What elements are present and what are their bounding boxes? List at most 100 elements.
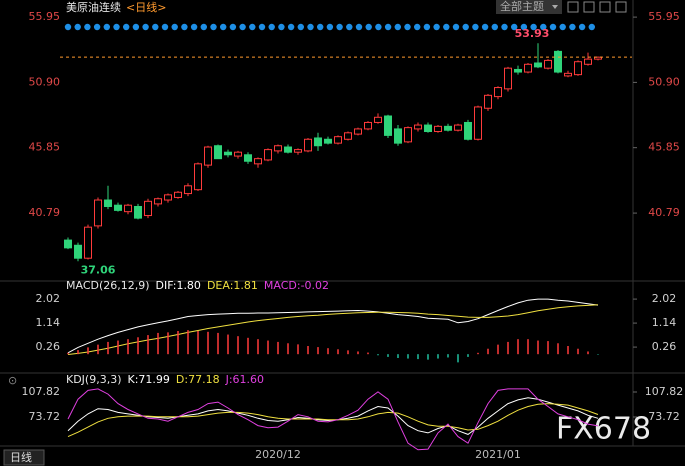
- candle-body: [334, 136, 342, 144]
- y-tick-label-right: 50.90: [648, 75, 680, 88]
- event-dot: [481, 23, 489, 31]
- macd-bar: [577, 348, 579, 355]
- macd-bar: [237, 336, 239, 355]
- macd-bar: [357, 351, 359, 355]
- y-tick-label-left: 50.90: [29, 75, 61, 88]
- macd-bar: [187, 330, 189, 355]
- candle-body: [134, 205, 142, 219]
- candle-body: [164, 194, 172, 201]
- event-dot: [113, 23, 120, 31]
- event-dot: [375, 23, 382, 31]
- macd-bar: [167, 332, 169, 355]
- macd-bar: [497, 344, 499, 355]
- tool-button[interactable]: [599, 1, 611, 13]
- event-dot: [249, 23, 256, 31]
- event-dot: [278, 23, 285, 31]
- candle-body: [414, 124, 422, 130]
- candle-body: [464, 121, 472, 140]
- candle-body: [144, 200, 152, 217]
- macd-bar: [317, 347, 319, 355]
- macd-bar: [417, 354, 419, 360]
- macd-bar: [257, 339, 259, 355]
- macd-bar: [387, 354, 389, 357]
- theme-button-label[interactable]: 全部主题: [500, 0, 544, 13]
- candle-body: [154, 198, 162, 205]
- candle-body: [494, 87, 502, 98]
- candle-body: [384, 115, 392, 136]
- macd-bar: [337, 349, 339, 355]
- candle-body: [174, 191, 182, 198]
- event-dot: [220, 23, 227, 31]
- tool-button[interactable]: [615, 1, 627, 13]
- event-dot: [258, 23, 266, 31]
- event-dot: [501, 23, 508, 31]
- y-tick-label-left: 1.14: [36, 316, 61, 329]
- macd-bar: [437, 354, 439, 359]
- event-dot: [336, 23, 343, 31]
- event-dot: [520, 23, 528, 31]
- macd-bar: [157, 332, 159, 355]
- event-dot: [132, 23, 140, 31]
- event-dot: [210, 23, 217, 31]
- event-dot: [190, 23, 198, 31]
- event-dot: [64, 23, 72, 31]
- candle-body: [454, 124, 462, 131]
- macd-bar: [107, 341, 109, 355]
- candle-body: [194, 163, 202, 191]
- indicator-title: KDJ(9,3,3): [66, 373, 122, 386]
- event-dot: [540, 23, 547, 31]
- candle-body: [284, 146, 292, 153]
- candle-body: [374, 116, 382, 123]
- macd-bar: [457, 354, 459, 363]
- macd-bar: [117, 340, 119, 355]
- event-dot: [472, 23, 479, 31]
- period-label: <日线>: [126, 0, 166, 14]
- candle-body: [394, 128, 402, 144]
- event-dot: [74, 23, 81, 31]
- candle-body: [364, 121, 372, 130]
- candle-body: [204, 146, 212, 166]
- event-dot: [84, 23, 91, 31]
- y-tick-label-right: 107.82: [645, 385, 684, 398]
- candle-body: [534, 62, 542, 68]
- macd-bar: [197, 331, 199, 355]
- candle-body: [114, 204, 122, 211]
- tool-button[interactable]: [567, 1, 579, 13]
- event-dot: [462, 23, 469, 31]
- macd-bar: [597, 354, 599, 355]
- macd-bar: [477, 352, 479, 355]
- indicator-line: [67, 403, 599, 438]
- theme-button[interactable]: [496, 0, 562, 14]
- candle-body: [474, 106, 482, 140]
- macd-bar: [177, 331, 179, 355]
- macd-bar: [137, 337, 139, 355]
- candle-body: [224, 151, 232, 156]
- candle-body: [524, 63, 532, 73]
- indicator-line: [67, 298, 599, 354]
- macd-bar: [207, 331, 209, 355]
- legend-label: MACD:-0.02: [264, 279, 329, 292]
- y-tick-label-right: 45.85: [648, 141, 680, 154]
- tool-button[interactable]: [583, 1, 595, 13]
- macd-bar: [427, 354, 429, 360]
- macd-bar: [527, 339, 529, 355]
- candle-body: [594, 56, 602, 60]
- legend-label: D:77.18: [176, 373, 220, 386]
- event-dot: [93, 23, 101, 31]
- macd-bar: [537, 340, 539, 355]
- macd-bar: [217, 332, 219, 355]
- event-dot: [103, 23, 111, 31]
- event-dot: [559, 23, 566, 31]
- candle-body: [584, 58, 592, 65]
- candle-body: [354, 128, 362, 135]
- x-tick-label: 2020/12: [255, 448, 301, 461]
- macd-bar: [517, 339, 519, 355]
- macd-bar: [547, 341, 549, 355]
- event-dot: [578, 23, 586, 31]
- period-button[interactable]: [3, 449, 45, 466]
- event-dot: [511, 23, 518, 31]
- macd-bar: [397, 354, 399, 358]
- event-dot: [161, 23, 169, 31]
- period-button-label[interactable]: 日线: [10, 450, 32, 464]
- event-dot: [123, 23, 130, 31]
